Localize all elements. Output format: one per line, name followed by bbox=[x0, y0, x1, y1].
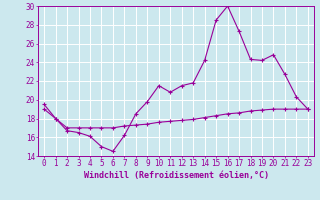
X-axis label: Windchill (Refroidissement éolien,°C): Windchill (Refroidissement éolien,°C) bbox=[84, 171, 268, 180]
